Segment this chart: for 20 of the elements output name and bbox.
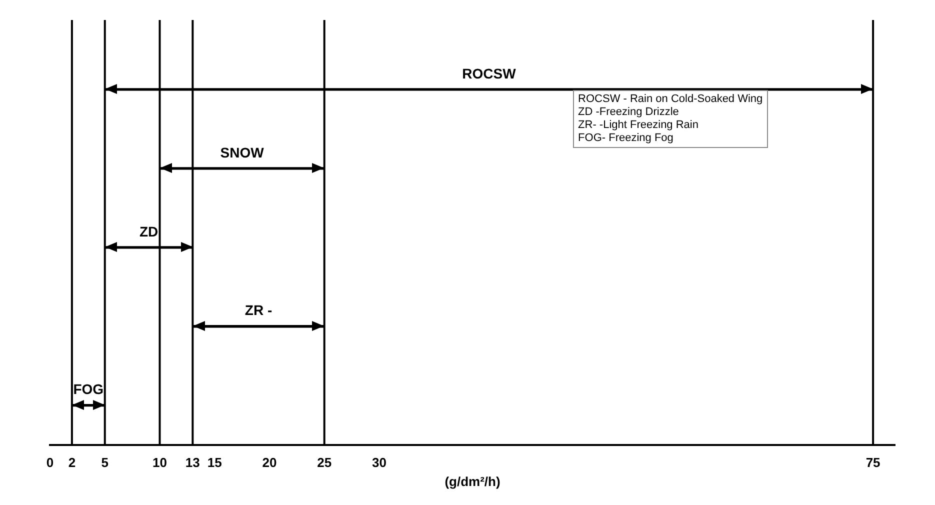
x-tick-label: 25 bbox=[317, 455, 332, 470]
y-tick-label: ZR - bbox=[244, 302, 272, 318]
x-tick-label: 5 bbox=[101, 455, 108, 470]
x-tick-label: 13 bbox=[185, 455, 200, 470]
annotation: ZD -Freezing Drizzle bbox=[578, 106, 680, 119]
y-tick-label: SNOW bbox=[220, 144, 265, 160]
x-tick-label: 20 bbox=[262, 455, 277, 470]
x-tick-label: 0 bbox=[46, 455, 54, 470]
x-tick-label: 2 bbox=[68, 455, 76, 470]
y-tick-label: ROCSW bbox=[462, 65, 517, 82]
annotation: ROCSW - Rain on Cold-Soaked Wing bbox=[578, 93, 763, 106]
x-tick-label: 10 bbox=[152, 455, 167, 470]
y-tick-label: ZD bbox=[139, 223, 158, 240]
x-tick-label: 75 bbox=[866, 455, 880, 470]
annotation: ZR- -Light Freezing Rain bbox=[578, 119, 700, 132]
y-tick-label: FOG bbox=[73, 381, 104, 398]
x-tick-label: 30 bbox=[372, 455, 386, 470]
annotation: FOG- Freezing Fog bbox=[578, 132, 674, 145]
x-axis-title: (g/dm²/h) bbox=[444, 474, 500, 489]
x-tick-label: 15 bbox=[207, 455, 222, 470]
